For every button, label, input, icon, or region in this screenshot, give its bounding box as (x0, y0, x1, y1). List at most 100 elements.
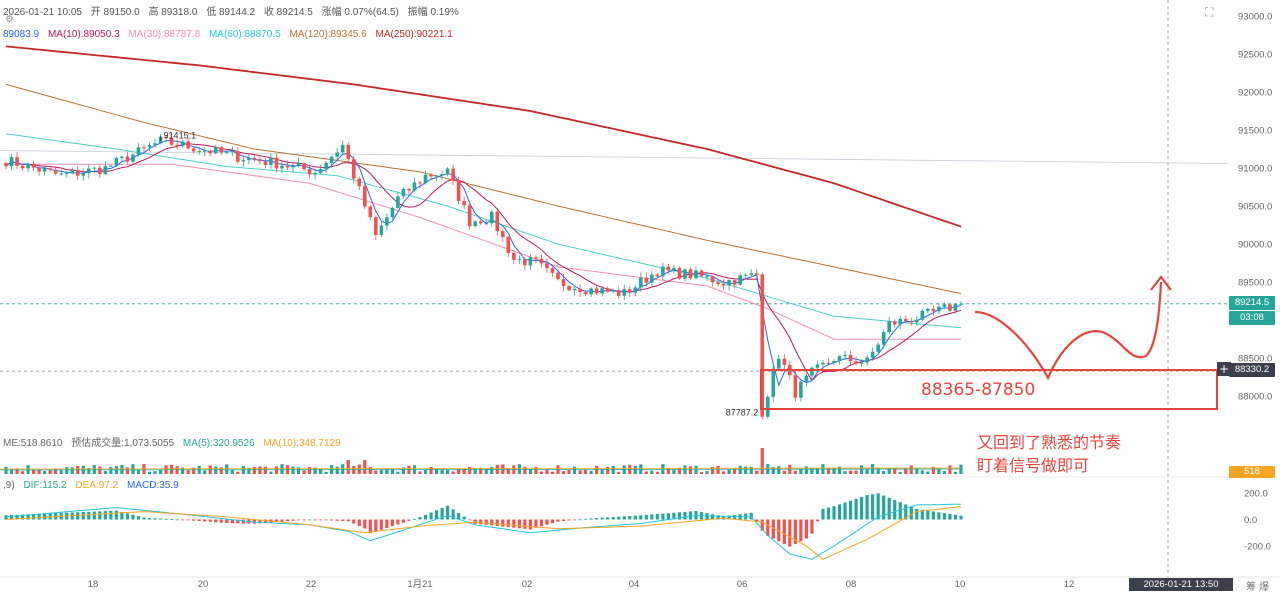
candle (926, 307, 930, 314)
candle-body (236, 151, 240, 162)
candle-body (340, 144, 345, 153)
volume-bar (953, 471, 958, 474)
macd-legend-dif: DIF:115.2 (23, 480, 67, 491)
macd-hist-bar (545, 519, 549, 525)
macd-hist-bar (346, 519, 350, 522)
candle-body (545, 263, 549, 269)
macd-hist-bar (793, 519, 797, 544)
volume-bar (363, 460, 367, 474)
candle (390, 206, 395, 220)
candle (75, 165, 80, 181)
candle-body (605, 288, 610, 292)
candle-body (252, 157, 257, 160)
crosshair-price-tag: 88330.2 (1229, 363, 1275, 377)
candle (142, 144, 146, 153)
candle-body (716, 282, 720, 285)
candle (799, 379, 803, 402)
current-price-tag: 89214.5 (1229, 296, 1275, 310)
candle (589, 287, 593, 298)
volume-bar (65, 467, 69, 474)
candle-body (727, 280, 731, 286)
candle-body (699, 270, 704, 277)
ma-line-ma120 (5, 83, 962, 294)
candle (506, 235, 511, 257)
candle (247, 153, 251, 164)
candle (600, 286, 604, 297)
volume-bar (710, 467, 715, 474)
candle-body (351, 159, 356, 179)
ohlc-header: 2026-01-21 10:05 开 89150.0 高 89318.0 低 8… (3, 3, 465, 18)
volume-bar (760, 448, 764, 474)
macd-hist-bar (688, 511, 693, 520)
candle-body (142, 147, 146, 149)
candle-body (650, 274, 654, 283)
candle (451, 164, 455, 186)
header-amplitude: 振幅 0.19% (407, 7, 459, 18)
volume-bar (578, 470, 582, 474)
candle-body (550, 268, 555, 273)
candle (931, 305, 936, 317)
volume-bar (423, 469, 428, 474)
candle (605, 286, 610, 293)
volume-bar (644, 471, 648, 474)
macd-hist-bar (114, 510, 118, 520)
macd-hist-bar (258, 519, 262, 524)
ma-line-ma60 (5, 133, 962, 329)
candle (15, 152, 19, 169)
candle-body (655, 274, 660, 277)
volume-bar (694, 465, 698, 474)
macd-hist-bar (43, 513, 47, 520)
candle (484, 219, 489, 226)
corner-menu[interactable]: 筹 爆 (1246, 582, 1270, 593)
macd-tick-label: -200.0 (1244, 542, 1271, 553)
candle-body (451, 168, 455, 180)
ma-line-ma10 (5, 143, 962, 382)
candle (81, 168, 86, 181)
volume-bar (230, 469, 234, 474)
candle (31, 160, 36, 171)
candle (550, 266, 555, 277)
macd-hist-bar (181, 519, 185, 521)
macd-hist-bar (948, 513, 952, 520)
fullscreen-icon[interactable]: ⛶ (1205, 5, 1214, 19)
macd-hist-bar (26, 514, 30, 520)
marked-high-label: 91415.1 (164, 130, 197, 140)
volume-bar (793, 470, 797, 474)
volume-bar (810, 468, 814, 474)
candle (495, 208, 500, 236)
candle (583, 290, 588, 296)
macd-hist-bar (633, 515, 637, 520)
x-tick-label: 22 (306, 579, 317, 590)
add-alert-plus-icon[interactable]: + (1217, 362, 1231, 376)
macd-hist-bar (291, 519, 295, 521)
candle (523, 257, 527, 271)
macd-hist-bar (871, 494, 875, 520)
candle (225, 150, 229, 155)
macd-hist-bar (595, 518, 599, 520)
volume-bar (418, 471, 422, 474)
volume-bar (705, 471, 709, 474)
candle (285, 160, 290, 171)
candle-body (616, 290, 621, 296)
candle (694, 266, 698, 280)
macd-hist-bar (374, 519, 378, 532)
candle (53, 166, 58, 176)
volume-bar (744, 466, 748, 474)
candle-body (512, 252, 516, 260)
settings-icon[interactable]: ⚙ (5, 14, 14, 25)
candle-body (892, 321, 897, 325)
macd-hist-bar (959, 515, 963, 520)
x-tick-label: 10 (955, 579, 966, 590)
macd-hist-bar (804, 519, 808, 539)
macd-hist-bar (368, 519, 372, 534)
volume-bar (263, 466, 268, 474)
macd-hist-bar (479, 519, 483, 525)
header-low: 低 89144.2 (206, 7, 256, 18)
macd-legend: ,9) DIF:115.2 DEA:97.2 MACD:35.9 (3, 480, 185, 491)
x-tick-label: 12 (1064, 579, 1075, 590)
candle (887, 316, 891, 335)
macd-hist-bar (710, 514, 715, 520)
candle (307, 164, 312, 179)
volume-legend-est: 预估成交量:1,073.5055 (71, 438, 175, 449)
